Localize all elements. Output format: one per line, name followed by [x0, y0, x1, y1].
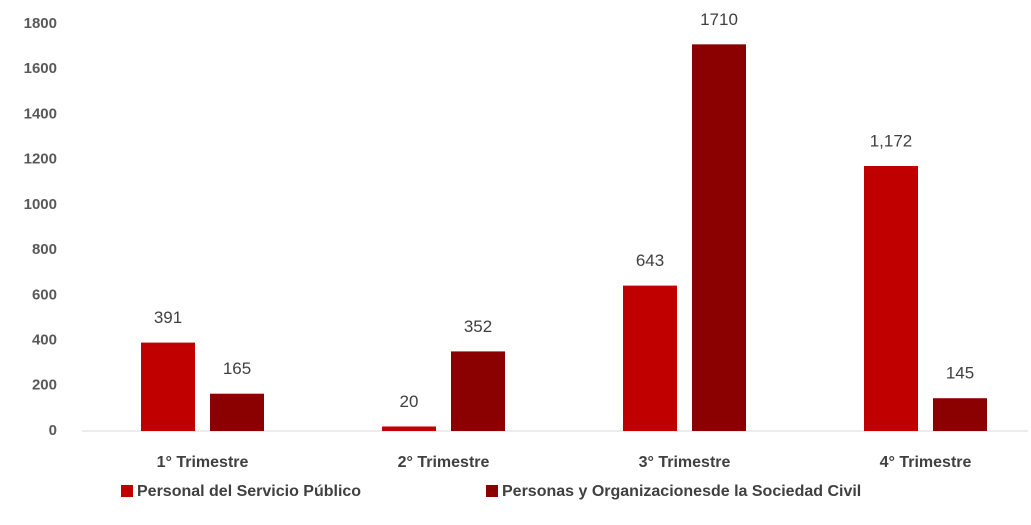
x-tick-label: 1° Trimestre: [157, 454, 249, 471]
legend-label: Personas y Organizacionesde la Sociedad …: [502, 483, 861, 500]
x-tick-label: 3° Trimestre: [639, 454, 731, 471]
bar: [623, 285, 677, 431]
y-tick-label: 1600: [24, 60, 57, 77]
bar: [933, 398, 987, 431]
bar: [210, 393, 264, 431]
y-tick-label: 600: [32, 286, 57, 303]
value-label: 391: [154, 308, 182, 327]
y-tick-label: 1200: [24, 151, 57, 168]
y-tick-label: 200: [32, 377, 57, 394]
y-tick-label: 400: [32, 332, 57, 349]
legend-swatch: [121, 485, 133, 497]
bar: [451, 351, 505, 431]
legend-swatch: [486, 485, 498, 497]
value-label: 352: [464, 317, 492, 336]
bar: [382, 426, 436, 431]
y-tick-label: 0: [49, 422, 57, 439]
value-label: 1,172: [870, 131, 913, 150]
bar: [141, 342, 195, 431]
value-label: 1710: [700, 10, 738, 29]
value-label: 20: [400, 392, 419, 411]
bar: [864, 165, 918, 431]
value-label: 165: [223, 359, 251, 378]
value-label: 643: [636, 251, 664, 270]
value-label: 145: [946, 364, 974, 383]
legend-label: Personal del Servicio Público: [137, 483, 361, 500]
y-tick-label: 1000: [24, 196, 57, 213]
bar: [692, 44, 746, 431]
y-tick-label: 1800: [24, 15, 57, 32]
y-tick-label: 1400: [24, 105, 57, 122]
x-tick-label: 2° Trimestre: [398, 454, 490, 471]
y-tick-label: 800: [32, 241, 57, 258]
x-tick-label: 4° Trimestre: [880, 454, 972, 471]
